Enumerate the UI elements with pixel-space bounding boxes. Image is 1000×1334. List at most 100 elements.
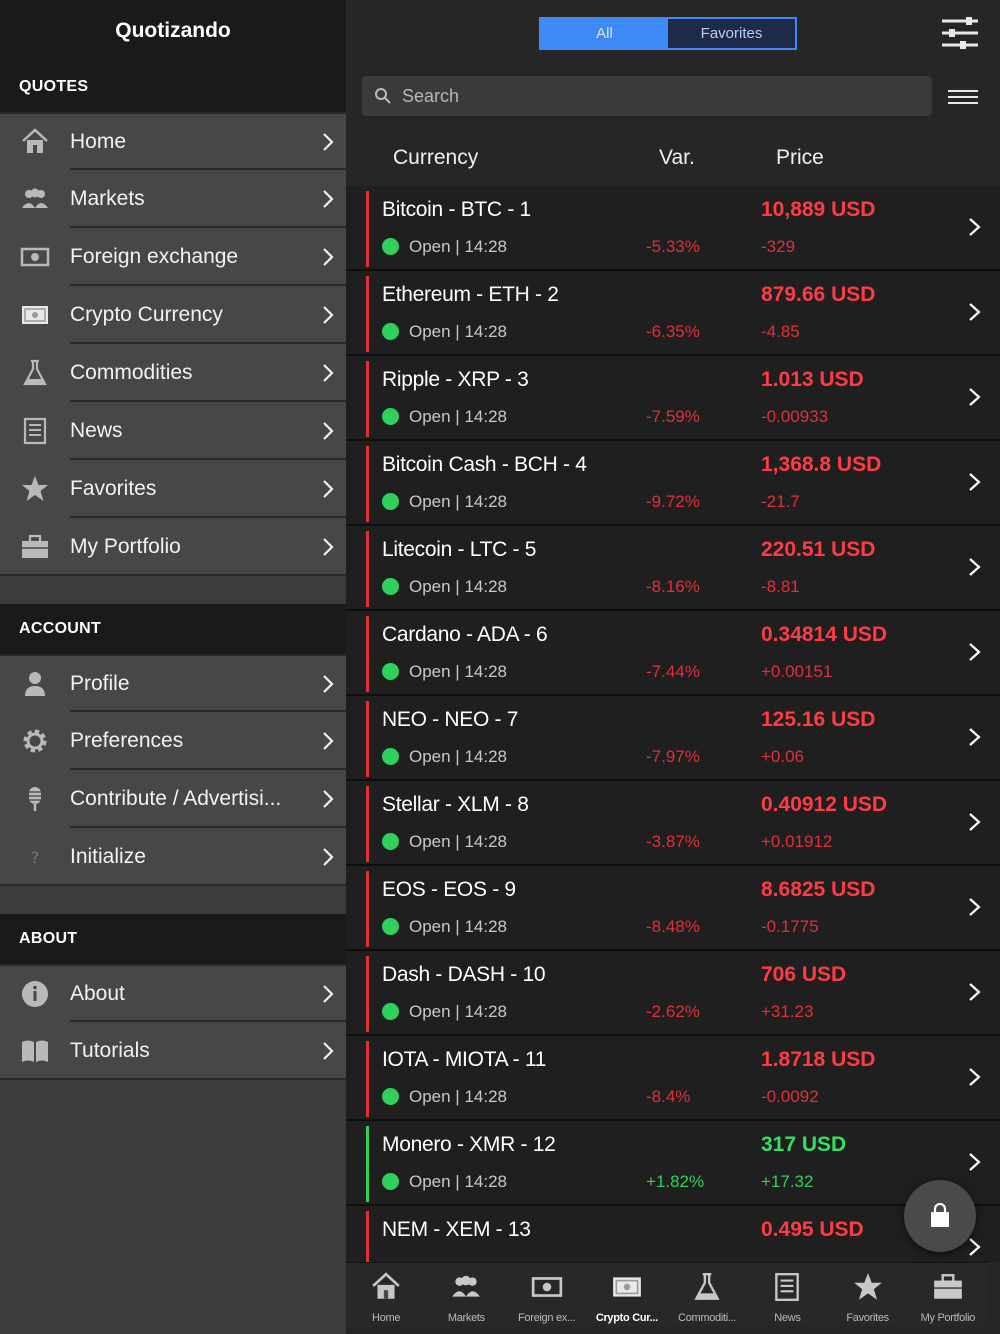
quote-row[interactable]: EOS - EOS - 9 Open | 14:28 -8.48% 8.6825… [346,866,1000,951]
sidebar-item-icon [0,784,70,814]
market-open-indicator [382,238,399,255]
home-icon [372,1272,400,1299]
quote-row[interactable]: Ripple - XRP - 3 Open | 14:28 -7.59% 1.0… [346,356,1000,441]
sidebar-item-label: Preferences [70,729,184,752]
tab-newspaper[interactable]: News [747,1263,827,1326]
segment-all[interactable]: All [541,19,668,48]
sidebar-item-markets[interactable]: Markets [0,170,346,228]
segment-favorites[interactable]: Favorites [668,19,795,48]
sidebar-item-icon [0,416,70,446]
tab-icon [771,1270,803,1304]
sidebar-item-foreign-exchange[interactable]: Foreign exchange [0,228,346,286]
quote-name: NEM - XEM - 13 [382,1218,531,1241]
tab-home[interactable]: Home [346,1263,426,1326]
sidebar-item-home[interactable]: Home [0,112,346,170]
column-currency[interactable]: Currency [393,145,479,169]
chevron-wrap [310,847,346,867]
column-price[interactable]: Price [776,145,824,169]
chevron-right-icon [969,643,981,661]
main-panel: All Favorites [346,0,1000,1334]
tab-crypto-card[interactable]: Crypto Cur... [587,1263,667,1326]
row-chevron [968,981,984,1005]
bottom-tab-bar: Home Markets Foreign ex... Crypto Cur...… [346,1262,988,1326]
quote-name: Litecoin - LTC - 5 [382,538,537,561]
sidebar-item-favorites[interactable]: Favorites [0,460,346,518]
quote-row[interactable]: Bitcoin Cash - BCH - 4 Open | 14:28 -9.7… [346,441,1000,526]
chevron-wrap [310,479,346,499]
users-icon [22,188,48,208]
sidebar-item-contribute-advertisi[interactable]: Contribute / Advertisi... [0,770,346,828]
sidebar-item-commodities[interactable]: Commodities [0,344,346,402]
banknote-icon [531,1277,562,1297]
quote-name: Stellar - XLM - 8 [382,793,529,816]
quote-row[interactable]: Dash - DASH - 10 Open | 14:28 -2.62% 706… [346,951,1000,1036]
sidebar-item-initialize[interactable]: ? Initialize [0,828,346,886]
quote-row[interactable]: Stellar - XLM - 8 Open | 14:28 -3.87% 0.… [346,781,1000,866]
chevron-right-icon [969,728,981,746]
sidebar-item-tutorials[interactable]: Tutorials [0,1022,346,1080]
sidebar-item-crypto-currency[interactable]: Crypto Currency [0,286,346,344]
quote-row[interactable]: Monero - XMR - 12 Open | 14:28 +1.82% 31… [346,1121,1000,1206]
quote-name: IOTA - MIOTA - 11 [382,1048,547,1071]
home-icon [22,128,48,153]
sidebar-item-my-portfolio[interactable]: My Portfolio [0,518,346,576]
tab-label: Favorites [846,1312,889,1324]
column-var[interactable]: Var. [659,145,695,169]
sidebar-item-preferences[interactable]: Preferences [0,712,346,770]
portfolio-fab-button[interactable] [904,1180,976,1252]
quotes-list: Bitcoin - BTC - 1 Open | 14:28 -5.33% 10… [346,186,1000,1262]
chevron-right-icon [969,983,981,1001]
sidebar-item-label: Foreign exchange [70,245,239,268]
tab-banknote[interactable]: Foreign ex... [507,1263,587,1326]
sidebar-item-about[interactable]: About [0,964,346,1022]
quote-row[interactable]: Ethereum - ETH - 2 Open | 14:28 -6.35% 8… [346,271,1000,356]
quote-row[interactable]: NEM - XEM - 13 0.495 USD [346,1206,1000,1262]
quote-name: Ripple - XRP - 3 [382,368,529,391]
sidebar-item-profile[interactable]: Profile [0,654,346,712]
search-icon [375,88,391,104]
chevron-wrap [310,731,346,751]
quote-row[interactable]: Bitcoin - BTC - 1 Open | 14:28 -5.33% 10… [346,186,1000,271]
quote-row[interactable]: Litecoin - LTC - 5 Open | 14:28 -8.16% 2… [346,526,1000,611]
quote-row[interactable]: NEO - NEO - 7 Open | 14:28 -7.97% 125.16… [346,696,1000,781]
chevron-right-icon [969,473,981,491]
chevron-wrap [310,363,346,383]
quote-row[interactable]: Cardano - ADA - 6 Open | 14:28 -7.44% 0.… [346,611,1000,696]
sidebar-item-news[interactable]: News [0,402,346,460]
newspaper-icon [23,417,47,445]
trend-accent-bar [366,1211,369,1262]
list-menu-button[interactable] [948,88,978,106]
flask-icon [23,359,47,386]
microphone-icon [29,787,41,811]
sidebar: Quotizando QUOTES Home Markets Foreign e… [0,0,346,1334]
chevron-wrap [310,674,346,694]
sidebar-item-icon [0,474,70,504]
account-menu: Profile Preferences Contribute / Adverti… [0,654,346,886]
tab-users[interactable]: Markets [426,1263,506,1326]
quote-change: -4.85 [761,322,800,341]
search-input[interactable] [402,85,902,107]
trend-accent-bar [366,786,369,862]
sidebar-item-label: Home [70,130,127,153]
row-chevron [968,1066,984,1090]
quote-change: +31.23 [761,1002,814,1021]
quote-price: 8.6825 USD [761,878,876,901]
sidebar-item-label: About [70,982,125,1005]
quote-price: 220.51 USD [761,538,876,561]
quote-row[interactable]: IOTA - MIOTA - 11 Open | 14:28 -8.4% 1.8… [346,1036,1000,1121]
market-open-indicator [382,493,399,510]
sidebar-item-label: Tutorials [70,1039,150,1062]
column-header: Currency Var. Price [346,130,1000,185]
quotes-menu: Home Markets Foreign exchange Crypto Cur… [0,112,346,576]
sidebar-item-icon [0,532,70,562]
chevron-right-icon [323,480,334,498]
chevron-right-icon [323,133,334,151]
filter-settings-button[interactable] [940,16,980,50]
quote-change: +0.00151 [761,662,833,681]
tab-flask[interactable]: Commoditi... [667,1263,747,1326]
chevron-right-icon [323,190,334,208]
tab-star[interactable]: Favorites [828,1263,908,1326]
tab-briefcase[interactable]: My Portfolio [908,1263,988,1326]
chevron-right-icon [969,388,981,406]
shopping-bag-icon [931,1203,949,1227]
